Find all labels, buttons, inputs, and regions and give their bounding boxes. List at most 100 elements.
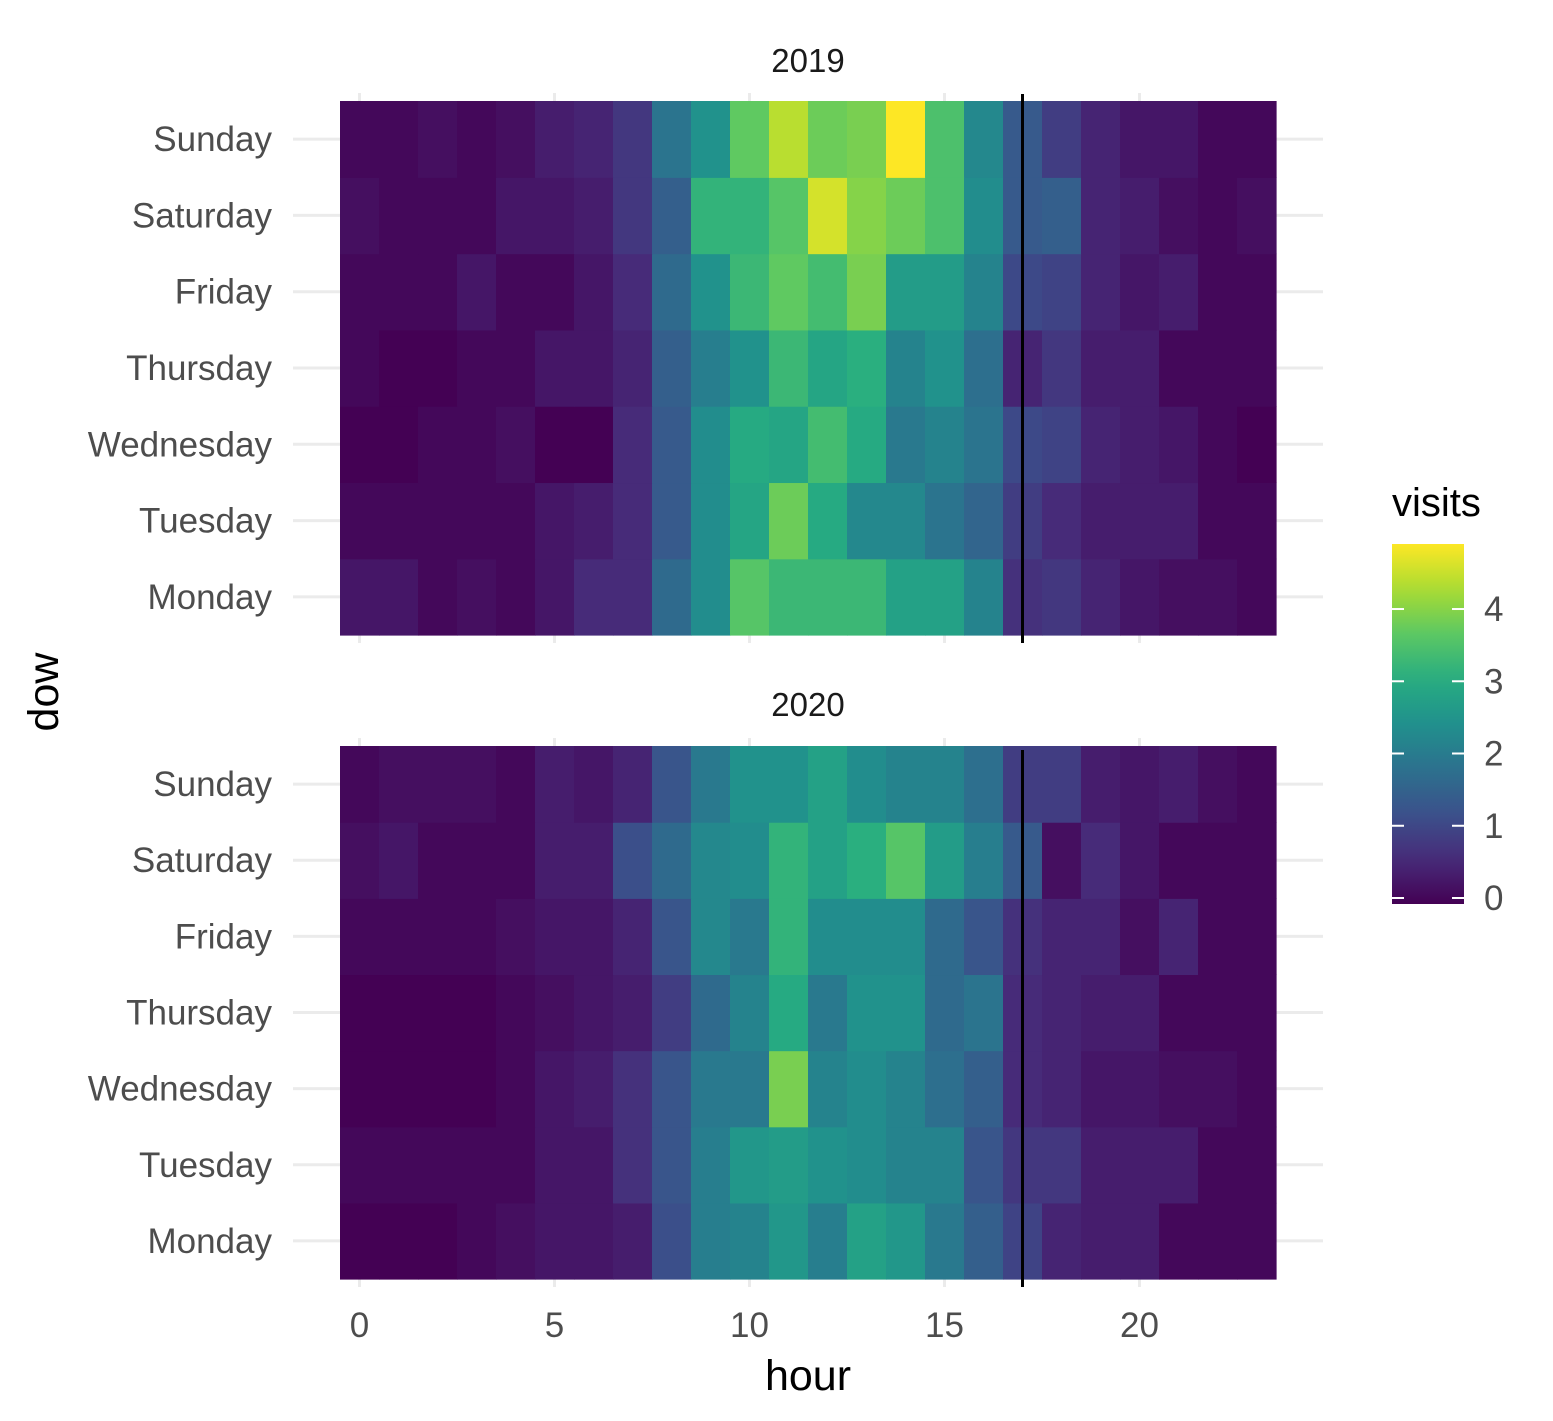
tile-2019-friday-18 [1042,253,1082,331]
tile-2019-wednesday-0 [340,406,380,484]
tile-2020-saturday-19 [1081,822,1121,899]
x-axis-title: hour [765,1352,851,1400]
tile-2020-wednesday-9 [691,1050,731,1128]
tile-2019-sunday-22 [1198,101,1238,178]
tile-2019-saturday-18 [1042,177,1082,255]
tile-2020-thursday-16 [964,974,1004,1052]
tile-2020-wednesday-15 [925,1050,965,1128]
tile-2020-sunday-10 [730,746,770,823]
y-tick-label-wednesday: Wednesday [88,425,273,464]
tile-2019-thursday-23 [1237,329,1277,407]
tile-2020-tuesday-15 [925,1126,965,1204]
tile-2019-saturday-9 [691,177,731,255]
tile-2019-monday-9 [691,558,731,636]
tile-2020-thursday-6 [574,974,614,1052]
tile-2020-monday-20 [1120,1202,1160,1280]
tile-2019-friday-4 [496,253,536,331]
tile-2019-sunday-18 [1042,101,1082,178]
tile-2019-saturday-23 [1237,177,1277,255]
tile-2020-wednesday-8 [652,1050,692,1128]
tile-2020-friday-11 [769,898,809,976]
tile-2020-sunday-7 [613,746,653,823]
tile-2019-tuesday-2 [418,482,458,560]
x-tick-label-20: 20 [1120,1306,1159,1345]
tile-2020-sunday-2 [418,746,458,823]
y-tick-label-sunday: Sunday [153,765,272,804]
tile-2020-sunday-13 [847,746,887,823]
tile-2019-monday-23 [1237,558,1277,636]
y-tick-label-saturday: Saturday [132,196,273,235]
tile-2019-tuesday-21 [1159,482,1199,560]
tile-2019-monday-22 [1198,558,1238,636]
tile-2019-tuesday-16 [964,482,1004,560]
tile-2020-thursday-14 [886,974,926,1052]
tile-2019-tuesday-14 [886,482,926,560]
tile-2020-thursday-10 [730,974,770,1052]
tile-2020-sunday-11 [769,746,809,823]
tile-2020-friday-1 [379,898,419,976]
tile-2020-sunday-14 [886,746,926,823]
tile-2020-thursday-15 [925,974,965,1052]
tile-2020-sunday-9 [691,746,731,823]
legend-tick-label-2: 2 [1484,735,1503,774]
tile-2020-tuesday-4 [496,1126,536,1204]
tile-2020-tuesday-2 [418,1126,458,1204]
tile-2020-monday-18 [1042,1202,1082,1280]
tile-2019-wednesday-3 [457,406,497,484]
tile-2020-tuesday-5 [535,1126,575,1204]
tile-2019-tuesday-15 [925,482,965,560]
tile-2020-monday-15 [925,1202,965,1280]
tile-2019-saturday-21 [1159,177,1199,255]
tile-2020-saturday-14 [886,822,926,899]
tile-2019-sunday-8 [652,101,692,178]
tile-2019-friday-22 [1198,253,1238,331]
tile-2019-sunday-23 [1237,101,1277,178]
tile-2019-saturday-3 [457,177,497,255]
tile-2019-thursday-10 [730,329,770,407]
tile-2019-thursday-7 [613,329,653,407]
tile-2020-monday-23 [1237,1202,1277,1280]
y-tick-label-saturday: Saturday [132,841,273,880]
y-tick-label-wednesday: Wednesday [88,1070,273,1109]
tile-2019-friday-9 [691,253,731,331]
tile-2020-wednesday-20 [1120,1050,1160,1128]
facet-title: 2019 [771,42,844,79]
tile-2020-thursday-22 [1198,974,1238,1052]
tile-2020-tuesday-13 [847,1126,887,1204]
tile-2019-sunday-13 [847,101,887,178]
tile-2019-tuesday-12 [808,482,848,560]
tile-2020-friday-0 [340,898,380,976]
tile-2020-saturday-8 [652,822,692,899]
tile-2019-sunday-12 [808,101,848,178]
tile-2019-sunday-9 [691,101,731,178]
tile-2020-monday-10 [730,1202,770,1280]
tile-2020-monday-13 [847,1202,887,1280]
tile-2019-friday-11 [769,253,809,331]
tile-2020-tuesday-9 [691,1126,731,1204]
tile-2019-monday-18 [1042,558,1082,636]
tile-2020-friday-23 [1237,898,1277,976]
tile-2019-friday-21 [1159,253,1199,331]
tile-2020-friday-3 [457,898,497,976]
tile-2019-monday-21 [1159,558,1199,636]
tile-2020-saturday-7 [613,822,653,899]
tile-2019-saturday-22 [1198,177,1238,255]
tile-2019-monday-0 [340,558,380,636]
legend-tick-label-0: 0 [1484,879,1503,918]
legend: visits 0 1 2 3 4 [1392,481,1503,918]
tile-2019-monday-8 [652,558,692,636]
x-tick-label-5: 5 [545,1306,564,1345]
tile-2019-saturday-2 [418,177,458,255]
tile-2019-thursday-21 [1159,329,1199,407]
tile-2019-friday-20 [1120,253,1160,331]
y-tick-label-thursday: Thursday [126,994,272,1033]
tile-2020-monday-0 [340,1202,380,1280]
tile-2019-wednesday-20 [1120,406,1160,484]
tile-2019-saturday-7 [613,177,653,255]
tile-2020-wednesday-23 [1237,1050,1277,1128]
facet-panel-2020: Monday Tuesday Wednesday Thursday Friday Satu… [88,686,1323,1287]
tile-2019-thursday-18 [1042,329,1082,407]
tile-2020-sunday-21 [1159,746,1199,823]
tile-2019-thursday-16 [964,329,1004,407]
